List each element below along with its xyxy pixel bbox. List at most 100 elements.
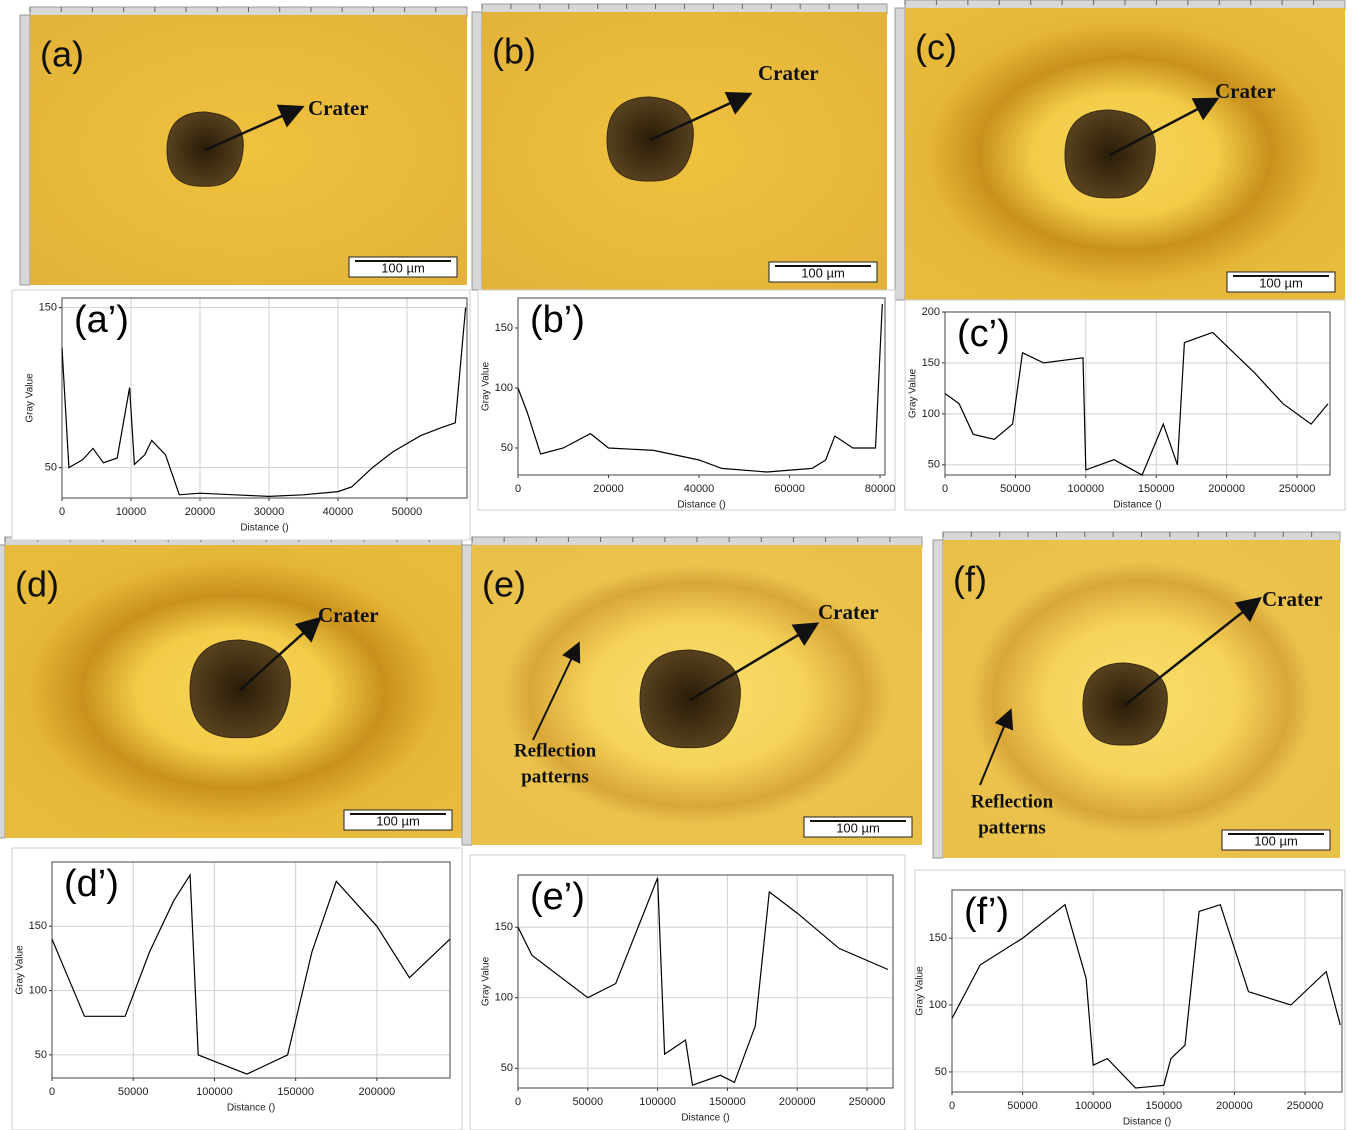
y-tick-label: 150 bbox=[29, 920, 47, 932]
y-axis-label: Gray Value bbox=[15, 945, 26, 995]
line-series bbox=[517, 877, 889, 1087]
y-tick-label: 150 bbox=[495, 921, 513, 933]
x-tick-label: 20000 bbox=[185, 506, 216, 518]
scale-bar-label: 100 µm bbox=[1259, 275, 1303, 290]
x-tick-label: 50000 bbox=[1000, 483, 1031, 495]
panel-title: (d’) bbox=[64, 863, 119, 905]
arrow bbox=[1109, 97, 1220, 157]
panel-title: (e’) bbox=[530, 876, 585, 918]
chart-frame bbox=[477, 289, 896, 511]
panel-title: (f’) bbox=[964, 891, 1009, 933]
arrow bbox=[532, 641, 581, 741]
micrograph-ruler bbox=[0, 544, 6, 839]
line-series bbox=[944, 331, 1329, 476]
y-tick-label: 100 bbox=[495, 382, 513, 394]
annotation: Crater bbox=[1262, 587, 1323, 611]
x-tick-label: 0 bbox=[515, 1096, 521, 1108]
plot-area bbox=[517, 874, 894, 1089]
micrograph-label: (b) bbox=[492, 31, 536, 72]
line-series bbox=[951, 903, 1341, 1089]
arrow bbox=[239, 616, 322, 691]
y-axis-label: Gray Value bbox=[25, 373, 36, 423]
line-series bbox=[61, 307, 467, 498]
x-tick-label: 40000 bbox=[684, 483, 715, 495]
x-tick-label: 40000 bbox=[323, 506, 354, 518]
y-axis-label: Gray Value bbox=[481, 956, 492, 1006]
x-axis-label: Distance () bbox=[1123, 1117, 1171, 1128]
y-tick-label: 150 bbox=[922, 357, 940, 369]
arrow bbox=[649, 91, 753, 142]
plot-area bbox=[517, 297, 886, 476]
x-tick-label: 150000 bbox=[709, 1096, 746, 1108]
x-tick-label: 50000 bbox=[1007, 1100, 1038, 1112]
y-tick-label: 150 bbox=[929, 932, 947, 944]
x-axis-label: Distance () bbox=[677, 500, 725, 511]
micrograph-label: (c) bbox=[915, 27, 957, 68]
x-tick-label: 50000 bbox=[573, 1096, 604, 1108]
x-tick-label: 100000 bbox=[1067, 483, 1104, 495]
x-tick-label: 0 bbox=[515, 483, 521, 495]
x-tick-label: 0 bbox=[942, 483, 948, 495]
x-tick-label: 200000 bbox=[779, 1096, 816, 1108]
y-axis-label: Gray Value bbox=[481, 361, 492, 411]
x-tick-label: 250000 bbox=[1279, 483, 1316, 495]
x-tick-label: 100000 bbox=[1075, 1100, 1112, 1112]
x-tick-label: 150000 bbox=[1145, 1100, 1182, 1112]
y-tick-label: 150 bbox=[39, 302, 57, 314]
y-tick-label: 50 bbox=[501, 1062, 513, 1074]
y-tick-label: 50 bbox=[501, 442, 513, 454]
arrow bbox=[1124, 596, 1262, 706]
x-axis-label: Distance () bbox=[240, 523, 288, 534]
annotation: Crater bbox=[308, 96, 369, 120]
arrow bbox=[204, 104, 305, 152]
annotation: Reflection bbox=[514, 740, 597, 761]
micrograph bbox=[30, 15, 467, 285]
y-axis-label: Gray Value bbox=[915, 966, 926, 1016]
x-axis-label: Distance () bbox=[1113, 500, 1161, 511]
micrograph-ruler bbox=[932, 539, 944, 859]
x-tick-label: 150000 bbox=[277, 1086, 314, 1098]
panel-title: (b’) bbox=[530, 299, 585, 341]
line-series bbox=[517, 303, 883, 473]
y-tick-label: 50 bbox=[35, 1049, 47, 1061]
x-tick-label: 20000 bbox=[593, 483, 624, 495]
x-tick-label: 60000 bbox=[774, 483, 805, 495]
x-axis-label: Distance () bbox=[227, 1103, 275, 1114]
plot-area bbox=[61, 297, 468, 499]
y-tick-label: 50 bbox=[928, 459, 940, 471]
annotation: patterns bbox=[978, 817, 1046, 838]
micrograph-ruler bbox=[894, 7, 906, 301]
x-tick-label: 250000 bbox=[849, 1096, 886, 1108]
y-axis-label: Gray Value bbox=[908, 368, 919, 418]
x-axis-label: Distance () bbox=[681, 1113, 729, 1124]
annotation: Crater bbox=[1215, 79, 1276, 103]
arrow bbox=[689, 622, 820, 702]
micrograph-label: (d) bbox=[15, 564, 59, 605]
chart-frame bbox=[469, 854, 906, 1130]
x-tick-label: 150000 bbox=[1138, 483, 1175, 495]
x-tick-label: 50000 bbox=[118, 1086, 149, 1098]
scale-bar-label: 100 µm bbox=[381, 260, 425, 275]
y-tick-label: 100 bbox=[495, 992, 513, 1004]
x-tick-label: 200000 bbox=[359, 1086, 396, 1098]
micrograph-ruler bbox=[19, 14, 31, 286]
scale-bar-label: 100 µm bbox=[1254, 833, 1298, 848]
x-tick-label: 0 bbox=[59, 506, 65, 518]
plot-area bbox=[951, 889, 1343, 1093]
x-tick-label: 10000 bbox=[116, 506, 147, 518]
y-tick-label: 50 bbox=[935, 1066, 947, 1078]
scale-bar-label: 100 µm bbox=[376, 813, 420, 828]
micrograph-label: (a) bbox=[40, 34, 84, 75]
micrograph-label: (f) bbox=[953, 559, 987, 600]
annotation: Reflection bbox=[971, 791, 1054, 812]
y-tick-label: 50 bbox=[45, 462, 57, 474]
x-tick-label: 100000 bbox=[639, 1096, 676, 1108]
annotation: Crater bbox=[758, 61, 819, 85]
x-tick-label: 100000 bbox=[196, 1086, 233, 1098]
y-tick-label: 100 bbox=[929, 999, 947, 1011]
scale-bar-label: 100 µm bbox=[801, 265, 845, 280]
x-tick-label: 200000 bbox=[1216, 1100, 1253, 1112]
chart-frame bbox=[11, 847, 463, 1130]
arrow bbox=[979, 708, 1014, 786]
